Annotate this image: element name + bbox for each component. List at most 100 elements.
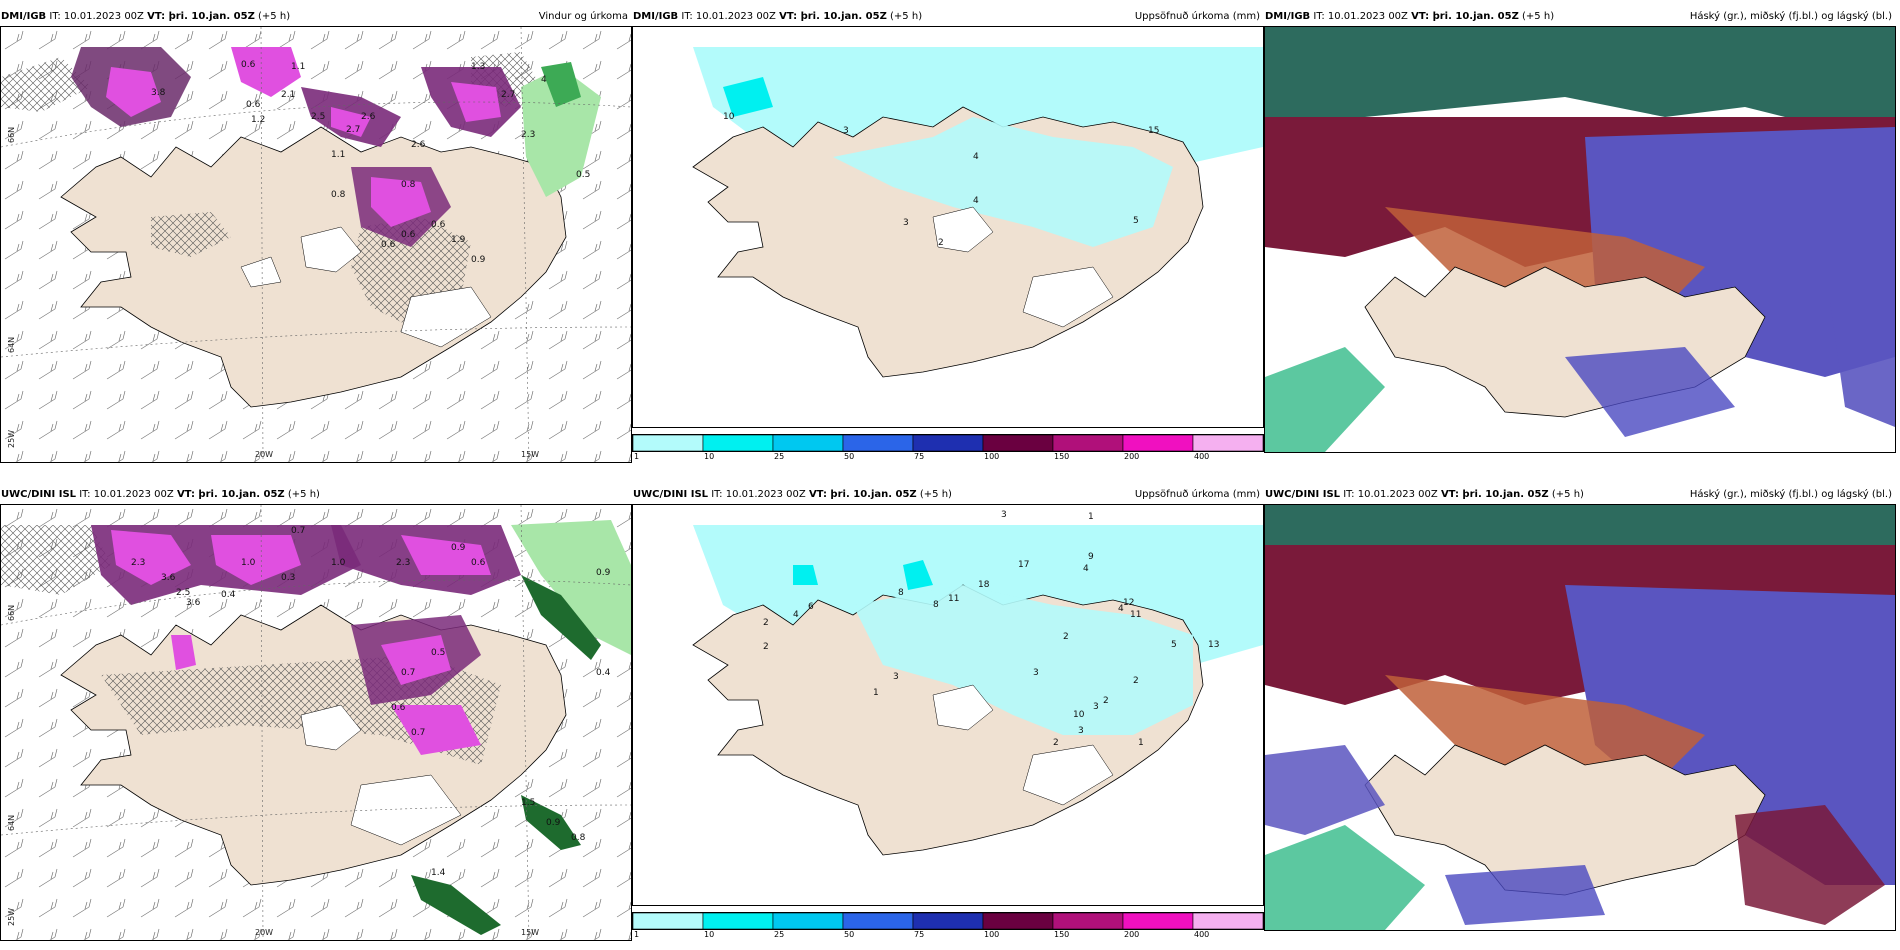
precip-values: 0.6 1.13.8 2.12.50.62.62.72.62.72.31.31.10… <box>151 60 590 265</box>
colorbar-label: 1 <box>634 452 640 461</box>
init-time: IT: 10.01.2023 00Z <box>79 489 174 500</box>
panel-title: Háský (gr.), miðský (fj.bl.) og lágský (… <box>1689 11 1892 22</box>
colorbar-label: 150 <box>1054 452 1070 461</box>
colorbar-swatch <box>702 912 774 930</box>
colorbar-swatch <box>1122 434 1194 452</box>
colorbar-label: 100 <box>984 452 1000 461</box>
model-name: DMI/IGB <box>633 11 679 22</box>
colorbar-swatch <box>842 434 914 452</box>
value-label: 0.7 <box>411 728 425 738</box>
value-label: 0.3 <box>281 573 295 583</box>
value-label: 0.6 <box>401 230 416 240</box>
model-name: UWC/DINI ISL <box>633 489 709 500</box>
colorbar-label: 10 <box>704 930 715 939</box>
value-label: 3 <box>1093 702 1099 712</box>
valid-time: VT: þri. 10.jan. 05Z <box>808 489 917 500</box>
value-label: 0.6 <box>241 60 256 70</box>
value-label: 9 <box>1088 552 1094 562</box>
init-time: IT: 10.01.2023 00Z <box>1343 489 1438 500</box>
colorbar-svg <box>632 912 1264 930</box>
lead-time: (+5 h) <box>1551 489 1584 500</box>
lead-time: (+5 h) <box>258 11 291 22</box>
model-name: UWC/DINI ISL <box>1 489 77 500</box>
value-label: 2.5 <box>311 112 325 122</box>
lead-time: (+5 h) <box>890 11 923 22</box>
map-clouds-bottom <box>1265 505 1895 930</box>
lat-label-64n: 64N <box>7 815 16 831</box>
value-label: 4 <box>1118 604 1124 614</box>
lat-label-64n: 64N <box>7 337 16 353</box>
value-label: 0.7 <box>401 668 415 678</box>
value-label: 1.1 <box>291 62 305 72</box>
colorbar-swatch <box>632 912 704 930</box>
valid-time: VT: þri. 10.jan. 05Z <box>147 11 255 22</box>
value-label: 4 <box>973 152 979 162</box>
value-label: 0.5 <box>431 648 445 658</box>
colorbar-swatch <box>982 912 1054 930</box>
map-frame <box>1264 504 1896 931</box>
value-label: 4 <box>973 196 979 206</box>
colorbar-label: 200 <box>1124 452 1140 461</box>
lat-label-66n: 66N <box>7 127 16 143</box>
value-label: 0.4 <box>596 668 611 678</box>
value-label: 1.9 <box>451 235 466 245</box>
value-label: 0.6 <box>471 558 486 568</box>
colorbar-swatch <box>1052 912 1124 930</box>
value-label: 1.0 <box>331 558 346 568</box>
value-label: 3.6 <box>186 598 201 608</box>
value-label: 0.6 <box>246 100 261 110</box>
value-label: 2 <box>1053 738 1059 748</box>
valid-time: VT: þri. 10.jan. 05Z <box>1411 11 1519 22</box>
colorbar-swatch <box>1122 912 1194 930</box>
precip-values: 0.7 1.0 2.3 3.62.53.6 0.4 1.0 0.3 2.3 0.9 0.6 0.5 0… <box>131 526 611 878</box>
value-label: 6 <box>808 602 814 612</box>
value-label: 3 <box>903 218 909 228</box>
value-label: 2 <box>1103 696 1109 706</box>
map-wind-precip-top: 20W 15W 66N 64N 25W 0.6 1.1 3.8 2.1 2.5 0.6 2.… <box>1 27 631 462</box>
colorbar-label: 10 <box>704 452 715 461</box>
panel-dmi-accum-precip: DMI/IGB IT: 10.01.2023 00Z VT: þri. 10.j… <box>632 8 1264 463</box>
value-label: 1 <box>1088 512 1094 522</box>
model-name: DMI/IGB <box>1 11 47 22</box>
colorbar-label: 50 <box>844 930 855 939</box>
value-label: 2 <box>938 238 944 248</box>
value-label: 0.5 <box>576 170 590 180</box>
value-label: 2 <box>763 642 769 652</box>
lon-label-20w: 20W <box>255 450 273 459</box>
valid-time: VT: þri. 10.jan. 05Z <box>779 11 887 22</box>
colorbar-labels: 1 10 25 50 75 100 150 200 400 <box>632 452 1262 462</box>
colorbar-label: 50 <box>844 452 855 461</box>
map-clouds-top <box>1265 27 1895 452</box>
map-frame <box>1264 26 1896 453</box>
value-label: 1.2 <box>251 115 265 125</box>
value-label: 2 <box>1063 632 1069 642</box>
colorbar-swatch <box>632 434 704 452</box>
colorbar-svg <box>632 434 1264 452</box>
lon-label-15w: 15W <box>521 450 539 459</box>
lon-label-25w: 25W <box>7 430 16 448</box>
value-label: 2.3 <box>521 130 535 140</box>
value-label: 2.5 <box>176 588 190 598</box>
value-label: 0.8 <box>331 190 346 200</box>
colorbar-swatch <box>772 434 844 452</box>
value-label: 3 <box>843 126 849 136</box>
init-time: IT: 10.01.2023 00Z <box>49 11 144 22</box>
value-label: 18 <box>978 580 990 590</box>
accum-values: 10 3 4 4 3 2 5 15 <box>723 112 1159 248</box>
colorbar-swatch <box>1052 434 1124 452</box>
colorbar <box>632 434 1264 452</box>
map-frame: 3 1 9 4 12 11 3 17 18 11 8 8 6 4 2 2 3 2 4 2 2 3 10 2 1 13 5 1 3 <box>632 504 1264 906</box>
value-label: 0.6 <box>381 240 396 250</box>
value-label: 2.6 <box>411 140 426 150</box>
value-label: 4 <box>793 610 799 620</box>
lon-label-25w: 25W <box>7 908 16 926</box>
colorbar-label: 75 <box>914 452 925 461</box>
value-label: 2.7 <box>346 125 360 135</box>
lead-time: (+5 h) <box>919 489 952 500</box>
panel-title: Háský (gr.), miðský (fj.bl.) og lágský (… <box>1689 489 1892 500</box>
colorbar-swatch <box>912 912 984 930</box>
value-label: 3.8 <box>151 88 166 98</box>
colorbar-label: 400 <box>1194 930 1210 939</box>
value-label: 0.6 <box>431 220 446 230</box>
value-label: 4 <box>1083 564 1089 574</box>
